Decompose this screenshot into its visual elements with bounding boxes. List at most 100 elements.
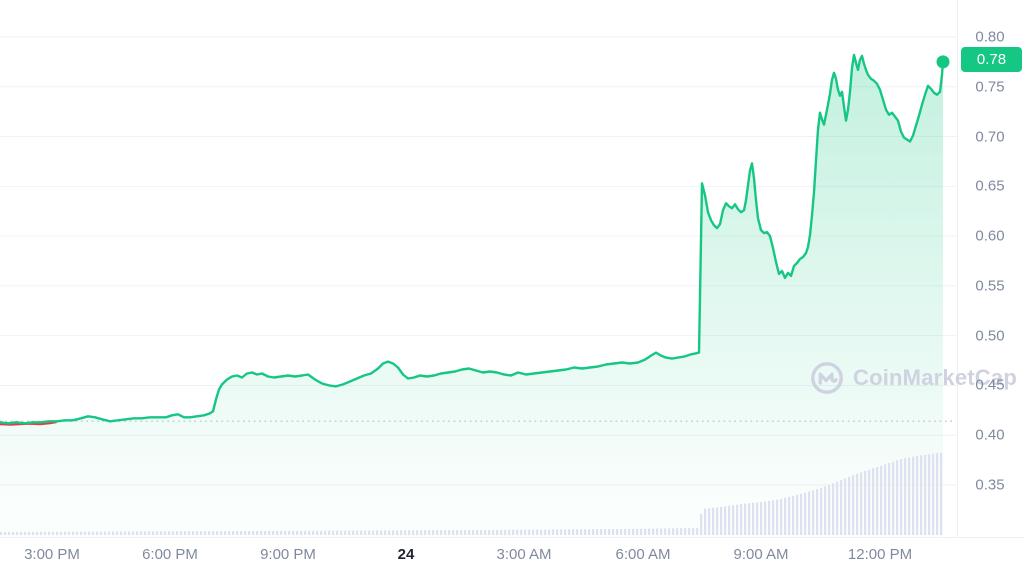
volume-bar — [572, 529, 575, 535]
volume-bar — [292, 530, 295, 535]
volume-bar — [144, 531, 147, 535]
volume-bar — [680, 528, 683, 535]
volume-bar — [672, 528, 675, 535]
volume-bar — [480, 530, 483, 535]
volume-bar — [752, 502, 755, 535]
x-axis-label-12-00-pm: 12:00 PM — [847, 546, 913, 563]
volume-bar — [400, 530, 403, 535]
volume-bar — [792, 495, 795, 535]
volume-bar — [308, 530, 311, 535]
volume-bar — [40, 531, 43, 535]
volume-bar — [276, 530, 279, 536]
volume-bar — [516, 529, 519, 535]
volume-bar — [424, 530, 427, 535]
volume-bar — [76, 531, 79, 535]
volume-bar — [8, 532, 11, 535]
volume-bar — [128, 531, 131, 535]
volume-bar — [348, 530, 351, 535]
volume-bar — [156, 531, 159, 535]
volume-bar — [300, 530, 303, 536]
volume-bar — [684, 528, 687, 535]
volume-bar — [108, 531, 111, 535]
volume-bar — [844, 478, 847, 535]
volume-bar — [872, 468, 875, 535]
x-axis-label-6-00-pm: 6:00 PM — [142, 546, 198, 563]
volume-bar — [384, 530, 387, 535]
volume-bar — [552, 529, 555, 535]
volume-bar — [340, 530, 343, 535]
volume-bar — [520, 529, 523, 536]
volume-bar — [372, 530, 375, 535]
volume-bar — [356, 530, 359, 535]
volume-bar — [616, 529, 619, 535]
volume-bar — [12, 532, 15, 535]
volume-bar — [456, 530, 459, 535]
volume-bar — [912, 456, 915, 535]
volume-bar — [80, 531, 83, 535]
volume-bar — [216, 531, 219, 535]
x-axis-label-3-00-pm: 3:00 PM — [24, 546, 80, 563]
volume-bar — [644, 528, 647, 535]
x-axis-label-24: 24 — [397, 546, 415, 563]
volume-bar — [728, 505, 731, 535]
volume-bar — [44, 531, 47, 535]
volume-bar — [180, 531, 183, 536]
volume-bar — [124, 531, 127, 535]
volume-bar — [60, 531, 63, 536]
volume-bar — [444, 530, 447, 535]
volume-bar — [620, 529, 623, 535]
volume-bar — [920, 455, 923, 535]
volume-bar — [708, 508, 711, 535]
volume-bar — [468, 530, 471, 535]
volume-bar — [448, 530, 451, 535]
volume-bar — [824, 486, 827, 535]
volume-bar — [88, 531, 91, 535]
volume-bar — [712, 507, 715, 535]
volume-bar — [892, 461, 895, 535]
x-axis-label-3-00-am: 3:00 AM — [496, 546, 552, 563]
volume-bar — [700, 513, 703, 536]
volume-bar — [168, 531, 171, 535]
volume-bar — [868, 469, 871, 535]
volume-bar — [864, 471, 867, 535]
volume-bar — [852, 475, 855, 535]
volume-bar — [900, 459, 903, 535]
volume-bar — [492, 529, 495, 535]
volume-bar — [20, 531, 23, 535]
volume-bar — [220, 531, 223, 535]
volume-bar — [240, 531, 243, 535]
volume-bar — [64, 531, 67, 535]
volume-bar — [188, 531, 191, 535]
volume-bar — [732, 505, 735, 535]
volume-bar — [836, 481, 839, 535]
volume-bar — [408, 530, 411, 535]
volume-bar — [208, 531, 211, 535]
volume-bar — [24, 531, 27, 535]
volume-bar — [692, 528, 695, 535]
volume-bar — [484, 530, 487, 535]
volume-bar — [512, 529, 515, 535]
volume-bar — [832, 483, 835, 535]
volume-bar — [284, 530, 287, 535]
volume-bar — [256, 530, 259, 535]
volume-bar — [536, 529, 539, 535]
volume-bar — [84, 531, 87, 535]
volume-bar — [592, 529, 595, 535]
volume-bar — [288, 530, 291, 535]
volume-bar — [600, 529, 603, 535]
volume-bar — [928, 454, 931, 535]
volume-bar — [248, 531, 251, 535]
volume-bar — [524, 529, 527, 535]
volume-bar — [916, 455, 919, 535]
volume-bar — [772, 500, 775, 535]
volume-bar — [228, 531, 231, 535]
volume-bar — [404, 530, 407, 535]
volume-bar — [628, 528, 631, 535]
volume-bar — [564, 529, 567, 535]
volume-bar — [120, 531, 123, 535]
volume-bar — [316, 530, 319, 535]
volume-bar — [36, 531, 39, 535]
volume-bar — [604, 529, 607, 535]
volume-bar — [736, 504, 739, 535]
